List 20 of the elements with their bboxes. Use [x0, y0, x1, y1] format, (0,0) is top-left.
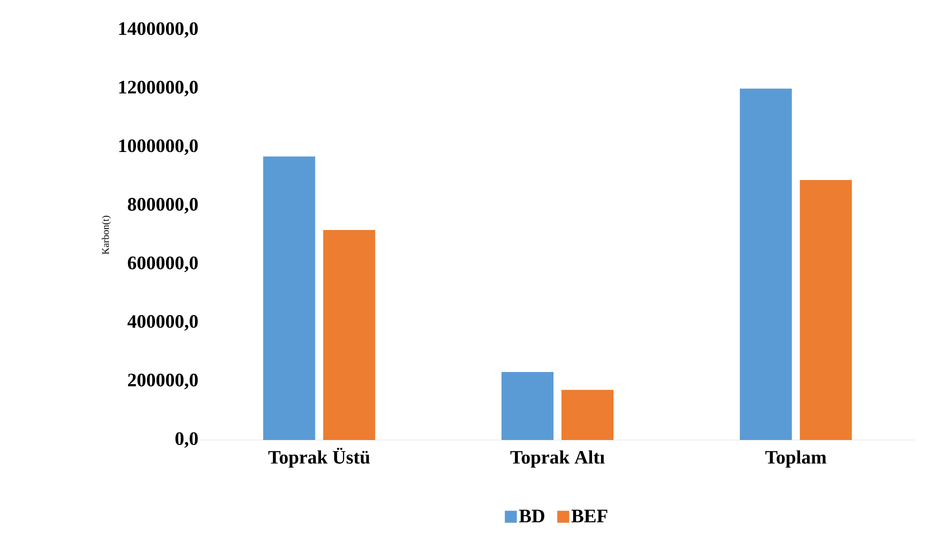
y-tick-label: 400000,0 — [127, 315, 198, 331]
bar — [562, 390, 614, 440]
legend-label: BD — [519, 510, 544, 522]
x-tick-label: Toplam — [765, 450, 826, 468]
bar — [323, 230, 376, 440]
legend-label: BEF — [572, 510, 608, 522]
bar — [740, 88, 792, 440]
x-tick-label: Toprak Üstü — [268, 448, 370, 468]
y-tick-label: 800000,0 — [128, 198, 198, 214]
y-tick-label: 1400000,0 — [119, 22, 198, 38]
y-tick-label: 200000,0 — [128, 374, 198, 390]
y-axis-title: Karbon(t) — [102, 216, 111, 254]
bar — [502, 372, 554, 440]
y-tick-label: 0,0 — [175, 432, 198, 448]
bar — [263, 156, 316, 440]
x-tick-label: Toprak Altı — [510, 450, 605, 468]
y-tick-label: 1000000,0 — [119, 139, 198, 155]
y-tick-label: 600000,0 — [128, 256, 198, 272]
y-tick-label: 1200000,0 — [119, 80, 198, 96]
bar — [800, 180, 852, 440]
